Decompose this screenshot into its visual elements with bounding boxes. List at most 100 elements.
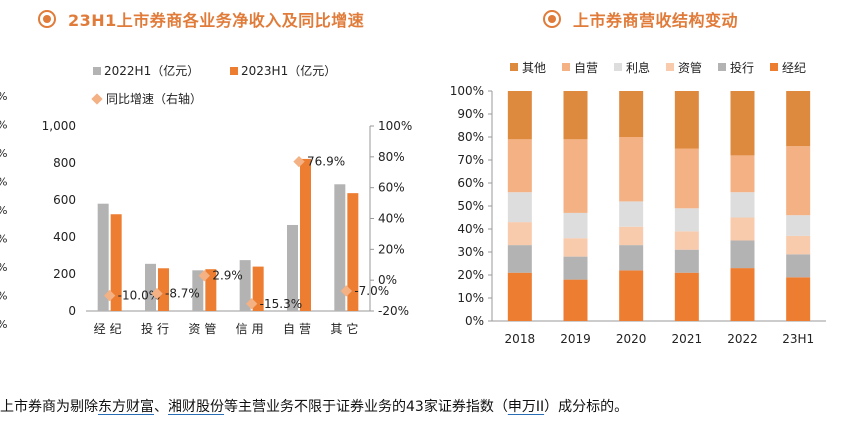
stacked-segment <box>563 256 588 280</box>
y2-tick-label: 20% <box>378 242 405 256</box>
cropped-tick-label: % <box>0 233 7 246</box>
legend-swatch-2022 <box>93 67 101 75</box>
right-chart-title: 上市券商营收结构变动 <box>573 11 739 30</box>
bar-2022h1 <box>192 270 204 311</box>
stacked-segment <box>786 277 811 321</box>
legend-label-2023: 2023H1（亿元） <box>241 63 336 78</box>
legend-swatch <box>666 63 674 71</box>
y-tick-label: 10% <box>457 291 484 305</box>
bar-2023h1 <box>347 193 359 311</box>
legend: 其他 自营 利息 资管 投行 经纪 <box>510 60 806 75</box>
y2-tick-label: 60% <box>378 181 405 195</box>
cropped-tick-label: % <box>0 318 7 331</box>
legend: 2022H1（亿元） 2023H1（亿元） 同比增速（右轴） <box>91 63 336 106</box>
company-link-xiangcai[interactable]: 湘财股份 <box>168 399 224 415</box>
stacked-segment <box>507 245 532 273</box>
stacked-segment <box>563 212 588 239</box>
stacked-segment <box>730 91 755 156</box>
footnote: 上市券商为剔除东方财富、湘财股份等主营业务不限于证券业务的43家证券指数（申万I… <box>0 396 628 416</box>
legend-swatch-2023 <box>230 67 238 75</box>
stacked-segment <box>619 270 644 321</box>
footnote-text: 等主营业务不限于证券业务的43家证券指数（ <box>224 399 508 415</box>
y-tick-label: 60% <box>457 176 484 190</box>
bar-2022h1 <box>239 260 251 311</box>
x-tick-label: 2022 <box>727 332 758 346</box>
y-tick-label: 200 <box>53 267 76 281</box>
revenue-structure-chart: 其他 自营 利息 资管 投行 经纪 0% 10% 20% 30% 40% 50% 60% 70% 80% 9… <box>450 60 826 346</box>
bar-2023h1 <box>110 214 122 311</box>
stacked-segment <box>619 201 644 227</box>
y2-tick-label: 0% <box>378 273 397 287</box>
target-icon <box>38 10 56 28</box>
x-tick-label: 资管 <box>188 321 220 336</box>
x-tick-label: 23H1 <box>782 332 814 346</box>
bar-2023h1 <box>158 268 169 311</box>
cropped-tick-label: % <box>0 261 7 274</box>
cropped-tick-label: % <box>0 90 7 103</box>
bar-2023h1 <box>300 158 311 311</box>
business-revenue-chart: 2022H1（亿元） 2023H1（亿元） 同比增速（右轴） %%%%%%%%%… <box>0 63 412 336</box>
stacked-segment <box>507 222 532 246</box>
stacked-segment <box>674 148 699 209</box>
legend-label: 投行 <box>730 60 754 75</box>
x-tick-label: 信用 <box>236 322 268 336</box>
legend-swatch-growth <box>91 93 103 105</box>
stacked-segment <box>619 91 644 137</box>
x-tick-label: 2018 <box>505 332 536 346</box>
bar-2022h1 <box>145 263 156 311</box>
legend-label: 资管 <box>678 60 702 75</box>
x-tick-label: 2020 <box>616 332 647 346</box>
y-tick-label: 1,000 <box>42 119 76 133</box>
bar-2022h1 <box>334 184 346 311</box>
stacked-segment <box>507 192 532 223</box>
stacked-segment <box>730 192 755 218</box>
y-tick-label: 50% <box>457 199 484 213</box>
legend-swatch <box>614 63 622 71</box>
stacked-segment <box>563 91 588 140</box>
left-chart-title: 23H1上市券商各业务净收入及同比增速 <box>68 11 365 30</box>
y2-tick-label: 40% <box>378 212 405 226</box>
growth-data-label: -8.7% <box>165 287 200 301</box>
target-icon <box>543 10 561 28</box>
stacked-segment <box>563 238 588 257</box>
legend-label: 自营 <box>574 61 598 75</box>
x-tick-label: 2019 <box>560 332 591 346</box>
right-panel-title: 上市券商营收结构变动 <box>543 6 738 32</box>
stacked-segment <box>786 235 811 255</box>
legend-swatch <box>718 63 726 71</box>
growth-data-label: 2.9% <box>212 269 243 283</box>
cropped-tick-label: % <box>0 204 7 217</box>
stacked-segment <box>674 208 699 232</box>
legend-label: 利息 <box>626 60 650 75</box>
y-tick-label: 0% <box>465 314 484 328</box>
bar-2023h1 <box>205 269 217 311</box>
y-tick-label: 70% <box>457 153 484 167</box>
stacked-segment <box>786 146 811 216</box>
stacked-segment <box>730 268 755 321</box>
stacked-segment <box>786 254 811 278</box>
cropped-tick-label: % <box>0 119 7 132</box>
legend-label-2022: 2022H1（亿元） <box>104 63 199 78</box>
y2-tick-label: 80% <box>378 150 405 164</box>
cropped-tick-label: % <box>0 147 7 160</box>
x-tick-label: 2021 <box>672 332 703 346</box>
legend-label: 其他 <box>522 61 546 75</box>
stacked-segment <box>674 231 699 250</box>
stacked-segment <box>619 226 644 246</box>
legend-swatch <box>770 63 778 71</box>
legend-label-growth: 同比增速（右轴） <box>106 91 202 106</box>
cropped-tick-label: % <box>0 290 7 303</box>
y-tick-label: 400 <box>53 230 76 244</box>
y-tick-label: 800 <box>53 156 76 170</box>
stacked-segment <box>563 279 588 321</box>
stacked-segment <box>619 137 644 202</box>
y-tick-label: 80% <box>457 130 484 144</box>
y-tick-label: 100% <box>450 84 484 98</box>
left-panel-title: 23H1上市券商各业务净收入及同比增速 <box>38 6 364 32</box>
stacked-segment <box>674 272 699 321</box>
company-link-dongfang[interactable]: 东方财富 <box>98 399 154 415</box>
index-link-shenwan[interactable]: 申万II <box>507 399 545 415</box>
y2-tick-label: 100% <box>378 119 412 133</box>
cropped-tick-label: % <box>0 176 7 189</box>
footnote-text: 上市券商为剔除 <box>0 399 98 415</box>
